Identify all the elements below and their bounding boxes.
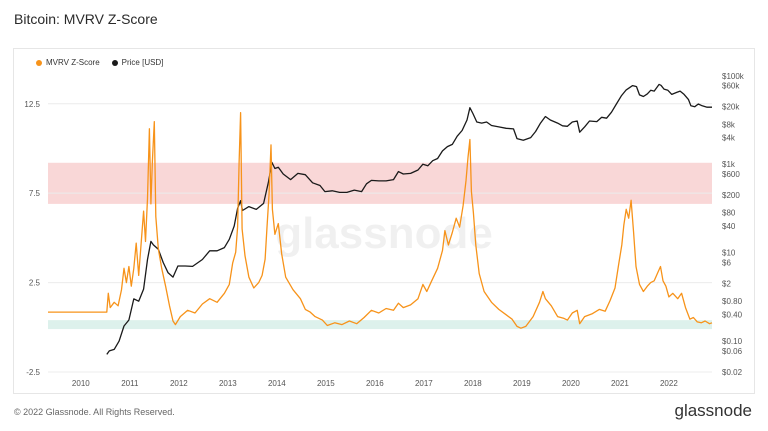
x-axis-tick-label: 2016 — [366, 379, 384, 388]
x-axis-tick-label: 2015 — [317, 379, 335, 388]
left-axis-tick-label: 12.5 — [24, 100, 40, 109]
right-axis-ticks: $100k$60k$20k$8k$4k$1k$600$200$80$40$10$… — [722, 72, 745, 377]
x-axis-tick-label: 2014 — [268, 379, 286, 388]
x-axis-tick-label: 2013 — [219, 379, 237, 388]
legend-swatch-zscore — [36, 59, 42, 66]
legend-label-price: Price [USD] — [121, 58, 164, 67]
zscore-series — [48, 112, 713, 329]
right-axis-tick-label: $0.40 — [722, 310, 743, 319]
left-axis-tick-label: 7.5 — [29, 189, 41, 198]
gridlines — [48, 103, 712, 373]
left-axis-ticks: 12.5 7.5 2.5 -2.5 — [24, 100, 40, 377]
x-axis-tick-label: 2011 — [121, 379, 139, 388]
right-axis-tick-label: $6 — [722, 258, 731, 267]
left-axis-tick-label: 2.5 — [29, 279, 41, 288]
right-axis-tick-label: $4k — [722, 134, 736, 143]
legend-label-zscore: MVRV Z-Score — [46, 58, 100, 67]
right-axis-tick-label: $0.80 — [722, 297, 743, 306]
right-axis-tick-label: $1k — [722, 160, 736, 169]
right-axis-tick-label: $0.02 — [722, 368, 743, 377]
right-axis-tick-label: $80 — [722, 209, 736, 218]
right-axis-tick-label: $2 — [722, 280, 731, 289]
legend-item-zscore[interactable]: MVRV Z-Score — [36, 58, 100, 67]
right-axis-tick-label: $200 — [722, 191, 740, 200]
price-line — [106, 83, 712, 355]
x-axis-tick-label: 2022 — [660, 379, 678, 388]
right-axis-tick-label: $10 — [722, 249, 736, 258]
legend: MVRV Z-Score Price [USD] — [36, 58, 163, 67]
right-axis-tick-label: $8k — [722, 120, 736, 129]
copyright-text: © 2022 Glassnode. All Rights Reserved. — [14, 407, 175, 417]
right-axis-tick-label: $40 — [722, 222, 736, 231]
zone-bands — [48, 162, 712, 330]
right-axis-tick-label: $60k — [722, 82, 740, 91]
zscore-line — [48, 112, 713, 329]
x-axis-tick-label: 2012 — [170, 379, 188, 388]
brand-logo: glassnode — [674, 401, 752, 420]
x-axis-tick-label: 2017 — [415, 379, 433, 388]
chart-panel — [13, 48, 755, 394]
right-axis-tick-label: $0.06 — [722, 347, 743, 356]
x-axis-tick-label: 2019 — [513, 379, 531, 388]
left-axis-tick-label: -2.5 — [26, 368, 40, 377]
x-axis-ticks: 2010 2011 2012 2013 2014 2015 2016 2017 2018 2019… — [72, 379, 678, 388]
right-axis-tick-label: $600 — [722, 170, 740, 179]
x-axis-tick-label: 2021 — [611, 379, 629, 388]
right-axis-tick-label: $100k — [722, 72, 745, 81]
red-zone-band — [48, 162, 712, 204]
x-axis-tick-label: 2020 — [562, 379, 580, 388]
legend-swatch-price — [111, 59, 118, 66]
watermark: glassnode — [275, 209, 493, 258]
right-axis-tick-label: $20k — [722, 103, 740, 112]
x-axis-tick-label: 2018 — [464, 379, 482, 388]
price-series — [106, 83, 712, 355]
legend-item-price[interactable]: Price [USD] — [111, 58, 164, 67]
chart-title: Bitcoin: MVRV Z-Score — [14, 11, 158, 27]
right-axis-tick-label: $0.10 — [722, 337, 743, 346]
green-zone-band — [48, 320, 712, 330]
x-axis-tick-label: 2010 — [72, 379, 90, 388]
